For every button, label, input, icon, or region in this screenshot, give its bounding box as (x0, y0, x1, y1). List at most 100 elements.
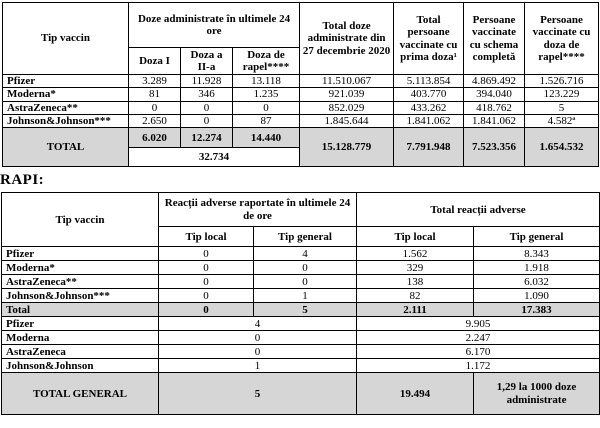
col-header-total-doze: Total doze administrate din 27 decembrie… (299, 2, 395, 75)
cell: 5.113.854 (393, 73, 465, 89)
col-header-total-reactii: Total reacții adverse (355, 192, 600, 228)
vaccine-name: Johnson&Johnson*** (1, 288, 159, 304)
col-header-tip-local-24h: Tip local (158, 226, 254, 248)
table-row: Johnson&Johnson*** 0 1 82 1.090 (1, 288, 600, 304)
total-sum-24h: 32.734 (127, 147, 301, 168)
table1-header-row-1: Tip vaccin Doze administrate în ultimele… (2, 2, 600, 75)
cell: 2.650 (128, 113, 181, 129)
cell: 2.111 (356, 302, 474, 318)
cell: 13.118 (231, 73, 301, 89)
col-header-total-prima-doza: Total persoane vaccinate cu prima doza¹ (393, 2, 465, 75)
table2-header-row-1: Tip vaccin Reacții adverse raportate în … (1, 192, 600, 248)
vaccine-name: Moderna* (2, 87, 129, 102)
cell: 0 (158, 302, 254, 318)
total-row: TOTAL 6.020 12.274 14.440 15.128.779 7.7… (2, 127, 600, 168)
cell: 1.562 (356, 246, 474, 262)
col-header-tip-local-total: Tip local (356, 226, 474, 248)
cell: 0 (158, 344, 357, 360)
total-label: TOTAL (2, 127, 129, 168)
cell: 433.262 (393, 100, 465, 115)
cell: 1.918 (472, 260, 600, 276)
vaccine-name: AstraZeneca** (2, 100, 129, 115)
cell: 418.762 (463, 100, 526, 115)
cell: 329 (356, 260, 474, 276)
table-row: AstraZeneca** 0 0 0 852.029 433.262 418.… (2, 100, 600, 115)
vaccine-name: Johnson&Johnson (1, 358, 159, 374)
col-header-tip-general-total: Tip general (472, 226, 600, 248)
col-header-doza-rapel: Doza de rapel**** (231, 47, 301, 75)
cell: 0 (253, 260, 357, 276)
vaccine-name: AstraZeneca (1, 344, 159, 360)
cell: 4.869.492 (463, 73, 526, 89)
cell: 1.235 (231, 87, 301, 102)
vaccination-doses-table: Tip vaccin Doze administrate în ultimele… (2, 2, 600, 168)
vaccine-name: Moderna* (1, 260, 159, 276)
col-header-tip-general-24h: Tip general (253, 226, 357, 248)
table-row: Pfizer 0 4 1.562 8.343 (1, 246, 600, 262)
cell: 1.845.644 (299, 113, 395, 129)
total-total-doze: 15.128.779 (299, 127, 395, 168)
cell: 4 (158, 316, 357, 332)
col-header-doza-ii: Doza a II-a (180, 47, 233, 75)
vaccine-name: Pfizer (1, 246, 159, 262)
cell: 0 (180, 113, 233, 129)
cell: 1.841.062 (463, 113, 526, 129)
cell: 0 (158, 274, 254, 290)
total-doza-ii: 12.274 (180, 127, 233, 149)
cell: 346 (180, 87, 233, 102)
cell: 82 (356, 288, 474, 304)
table-row: Moderna 0 2.247 (1, 330, 600, 346)
col-header-doza-i: Doza I (128, 47, 181, 75)
cell: 0 (180, 100, 233, 115)
table-row: Johnson&Johnson 1 1.172 (1, 358, 600, 374)
cell: 852.029 (299, 100, 395, 115)
rapi-heading: RAPI: (0, 172, 45, 189)
cell: 0 (158, 246, 254, 262)
cell: 1 (253, 288, 357, 304)
total-prima-doza: 7.791.948 (393, 127, 465, 168)
cell: 2.247 (355, 330, 600, 346)
col-header-reactii-24h: Reacții adverse raportate în ultimele 24… (158, 192, 357, 228)
cell: 921.039 (299, 87, 395, 102)
cell: 6.170 (355, 344, 600, 360)
cell: 4.582ª (524, 113, 600, 129)
table-row: Johnson&Johnson*** 2.650 0 87 1.845.644 … (2, 113, 600, 129)
cell: 17.383 (472, 302, 600, 318)
cell: 138 (356, 274, 474, 290)
total-label: Total (1, 302, 159, 318)
cell: 1.090 (472, 288, 600, 304)
cell: 394.040 (463, 87, 526, 102)
table-row: AstraZeneca 0 6.170 (1, 344, 600, 360)
total-rapel-total: 1.654.532 (524, 127, 600, 168)
cell: 5 (524, 100, 600, 115)
vaccine-name: AstraZeneca** (1, 274, 159, 290)
cell: 1.841.062 (393, 113, 465, 129)
total-doza-i: 6.020 (128, 127, 181, 149)
cell: 0 (158, 260, 254, 276)
cell: 6.032 (472, 274, 600, 290)
cell: 11.928 (180, 73, 233, 89)
cell: 403.770 (393, 87, 465, 102)
cell: 1.526.716 (524, 73, 600, 89)
total-row: Total 0 5 2.111 17.383 (1, 302, 600, 318)
table-row: Moderna* 81 346 1.235 921.039 403.770 39… (2, 87, 600, 102)
total-general-row: TOTAL GENERAL 5 19.494 1,29 la 1000 doze… (1, 372, 600, 416)
table-row: Moderna* 0 0 329 1.918 (1, 260, 600, 276)
table1-header-row-2: Doza I Doza a II-a Doza de rapel**** (3, 47, 599, 75)
col-header-tip-vaccin: Tip vaccin (2, 2, 129, 75)
vaccine-name: Pfizer (1, 316, 159, 332)
cell: 0 (158, 330, 357, 346)
vaccine-name: Pfizer (2, 73, 129, 89)
cell: 9.905 (355, 316, 600, 332)
cell: 8.343 (472, 246, 600, 262)
cell: 81 (128, 87, 181, 102)
total-sum-row: 32.734 (3, 147, 599, 168)
adverse-reactions-table: Tip vaccin Reacții adverse raportate în … (1, 192, 600, 416)
table-row: Pfizer 3.289 11.928 13.118 11.510.067 5.… (2, 73, 600, 89)
col-header-tip-vaccin-2: Tip vaccin (1, 192, 159, 248)
cell: 0 (158, 288, 254, 304)
cell: 0 (231, 100, 301, 115)
cell: 4 (253, 246, 357, 262)
cell: 3.289 (128, 73, 181, 89)
col-header-doze-24h: Doze administrate în ultimele 24 ore (127, 2, 301, 48)
